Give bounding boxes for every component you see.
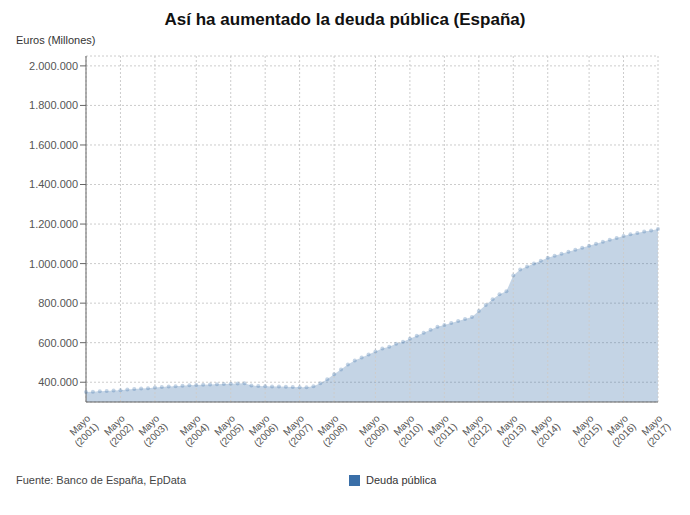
svg-text:Mayo(2012): Mayo(2012) [457, 412, 494, 449]
svg-text:Mayo(2002): Mayo(2002) [99, 412, 136, 449]
svg-text:Mayo(2008): Mayo(2008) [312, 412, 349, 449]
svg-text:Mayo(2006): Mayo(2006) [243, 412, 280, 449]
svg-text:Mayo(2017): Mayo(2017) [636, 412, 673, 449]
svg-text:1.200.000: 1.200.000 [29, 218, 78, 230]
svg-text:Mayo(2004): Mayo(2004) [174, 412, 211, 449]
html-text:Deuda pública: Deuda pública [366, 474, 437, 486]
html-text:Euros (Millones): Euros (Millones) [16, 34, 96, 46]
svg-text:Mayo(2016): Mayo(2016) [602, 412, 639, 449]
html-text:Fuente: Banco de España, EpDat: Fuente: Banco de España, EpData [16, 474, 186, 486]
html-text:Así ha aumentado la deuda públ: Así ha aumentado la deuda pública (Españ… [164, 10, 526, 29]
svg-text:600.000: 600.000 [38, 337, 78, 349]
svg-text:Mayo(2005): Mayo(2005) [209, 412, 246, 449]
svg-text:Mayo(2013): Mayo(2013) [491, 412, 528, 449]
svg-text:1.800.000: 1.800.000 [29, 99, 78, 111]
svg-text:Mayo(2015): Mayo(2015) [567, 412, 604, 449]
svg-text:1.000.000: 1.000.000 [29, 258, 78, 270]
svg-text:400.000: 400.000 [38, 376, 78, 388]
svg-text:Mayo(2010): Mayo(2010) [388, 412, 425, 449]
svg-text:2.000.000: 2.000.000 [29, 60, 78, 72]
svg-text:1.400.000: 1.400.000 [29, 178, 78, 190]
svg-text:Mayo(2011): Mayo(2011) [423, 412, 459, 448]
svg-text:800.000: 800.000 [38, 297, 78, 309]
svg-text:Mayo(2009): Mayo(2009) [354, 412, 391, 449]
svg-text:Mayo(2001): Mayo(2001) [64, 412, 101, 449]
svg-text:Mayo(2014): Mayo(2014) [526, 412, 563, 449]
svg-text:1.600.000: 1.600.000 [29, 139, 78, 151]
svg-text:Mayo(2007): Mayo(2007) [278, 412, 315, 449]
svg-text:Mayo(2003): Mayo(2003) [133, 412, 170, 449]
